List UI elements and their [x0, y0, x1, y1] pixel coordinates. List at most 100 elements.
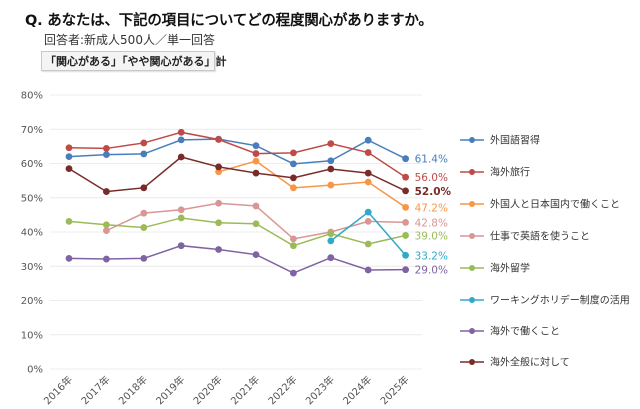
legend-label: 外国語習得	[490, 134, 540, 147]
data-point	[290, 160, 297, 168]
y-tick-label: 20%	[21, 296, 43, 307]
series-line	[68, 131, 407, 178]
data-point	[177, 153, 185, 161]
data-point	[103, 188, 110, 195]
legend: 外国語習得海外旅行外国人と日本国内で働くこと仕事で英語を使うこと海外留学ワーキン…	[460, 134, 630, 369]
legend-marker-icon	[469, 233, 475, 239]
legend-label: 外国人と日本国内で働くこと	[490, 198, 620, 211]
series-1	[65, 128, 409, 181]
data-point	[364, 149, 372, 156]
series-line	[68, 156, 406, 193]
end-label: 47.2%	[415, 202, 448, 214]
data-point	[364, 208, 372, 216]
y-tick-label: 40%	[21, 228, 43, 239]
data-point	[364, 217, 372, 225]
data-point	[103, 227, 110, 235]
end-label: 52.0%	[415, 186, 452, 198]
series-line	[68, 217, 406, 247]
series-line	[218, 160, 407, 208]
note-box: 「関心がある」「やや関心がある」計	[41, 51, 227, 71]
data-point	[215, 246, 223, 253]
x-tick-label: 2020年	[190, 373, 224, 407]
data-point	[327, 157, 335, 165]
legend-item: 海外旅行	[460, 166, 530, 179]
data-point	[402, 251, 409, 259]
series-2	[215, 157, 409, 211]
data-point	[327, 254, 335, 262]
data-point	[215, 219, 223, 227]
legend-label: 仕事で英語を使うこと	[490, 230, 590, 243]
series-6	[65, 242, 409, 277]
x-tick-label: 2022年	[265, 373, 299, 407]
data-point	[103, 145, 110, 152]
series-line	[68, 138, 406, 165]
data-point	[140, 254, 148, 262]
data-point	[252, 202, 260, 210]
data-point	[252, 220, 260, 228]
data-point	[65, 144, 73, 152]
data-point	[327, 237, 335, 245]
y-tick-label: 50%	[21, 193, 43, 204]
y-tick-label: 10%	[21, 330, 43, 341]
series-5	[327, 208, 409, 259]
data-point	[290, 174, 297, 182]
data-point	[252, 169, 260, 177]
gridlines	[50, 94, 422, 370]
data-point	[402, 266, 409, 274]
series-0	[65, 135, 409, 168]
data-point	[290, 242, 297, 250]
data-point	[290, 269, 297, 277]
data-point	[215, 168, 223, 176]
data-point	[402, 187, 409, 195]
data-point	[290, 149, 297, 157]
x-tick-label: 2025年	[377, 373, 411, 407]
data-point	[402, 219, 409, 226]
data-point	[140, 224, 148, 231]
data-point	[364, 136, 372, 144]
legend-marker-icon	[469, 328, 475, 334]
data-point	[290, 235, 297, 243]
y-tick-label: 30%	[21, 262, 43, 273]
series-4	[65, 214, 409, 250]
data-point	[177, 128, 185, 136]
x-tick-label: 2021年	[228, 373, 262, 407]
data-point	[65, 153, 73, 161]
end-label: 42.8%	[415, 217, 448, 229]
end-label: 61.4%	[415, 154, 448, 166]
x-tick-label: 2023年	[303, 373, 337, 407]
data-point	[252, 142, 260, 150]
data-point	[327, 140, 335, 148]
legend-item: 外国人と日本国内で働くこと	[460, 198, 620, 211]
legend-marker-icon	[469, 137, 475, 143]
legend-item: 外国語習得	[460, 134, 540, 147]
data-point	[327, 230, 335, 238]
y-tick-label: 70%	[21, 125, 43, 136]
data-point	[402, 203, 409, 211]
legend-label: 海外旅行	[490, 166, 530, 179]
data-point	[402, 155, 409, 163]
data-point	[252, 157, 260, 165]
data-point	[364, 169, 372, 177]
x-axis-ticks: 2016年 2017年 2018年 2019年 2020年 2021年 2022年 2023年…	[41, 373, 412, 407]
series-7	[65, 153, 409, 195]
data-point	[177, 242, 185, 250]
data-point	[140, 150, 148, 158]
data-point	[364, 178, 372, 186]
y-tick-label: 0%	[27, 365, 43, 376]
legend-marker-icon	[469, 265, 475, 271]
data-point	[103, 221, 110, 229]
data-point	[65, 217, 73, 225]
end-label: 33.2%	[415, 250, 448, 262]
series-line	[68, 244, 406, 274]
data-point	[327, 181, 335, 189]
data-point	[364, 266, 372, 274]
data-point	[140, 139, 148, 147]
data-point	[364, 240, 372, 248]
y-tick-label: 60%	[21, 159, 43, 170]
legend-item: 海外留学	[460, 262, 530, 275]
data-point	[103, 151, 110, 158]
legend-item: ワーキングホリデー制度の活用	[460, 294, 630, 307]
x-tick-label: 2024年	[340, 373, 374, 407]
data-point	[140, 184, 148, 192]
legend-marker-icon	[469, 297, 475, 303]
